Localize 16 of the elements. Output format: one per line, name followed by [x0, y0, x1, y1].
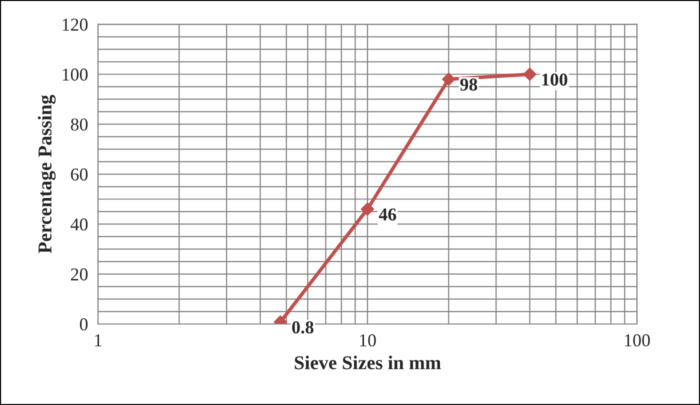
x-tick-label: 10: [360, 334, 376, 346]
data-label: 98: [460, 78, 478, 91]
y-axis-title: Percentage Passing: [38, 94, 56, 254]
y-tick-label: 60: [71, 168, 88, 181]
y-tick-label: 80: [70, 118, 88, 131]
y-tick-label: 120: [62, 18, 88, 31]
x-tick-label: 100: [625, 334, 650, 346]
y-tick-label: 20: [71, 268, 88, 280]
data-label: 100: [542, 74, 568, 86]
y-tick-label: 0: [80, 318, 88, 330]
x-axis-title: Sieve Sizes in mm: [294, 356, 441, 370]
y-tick-label: 100: [62, 68, 88, 81]
data-label: 46: [378, 208, 396, 221]
data-label: 0.8: [292, 321, 314, 334]
x-tick-label: 1: [95, 334, 102, 346]
y-tick-label: 40: [70, 218, 88, 231]
